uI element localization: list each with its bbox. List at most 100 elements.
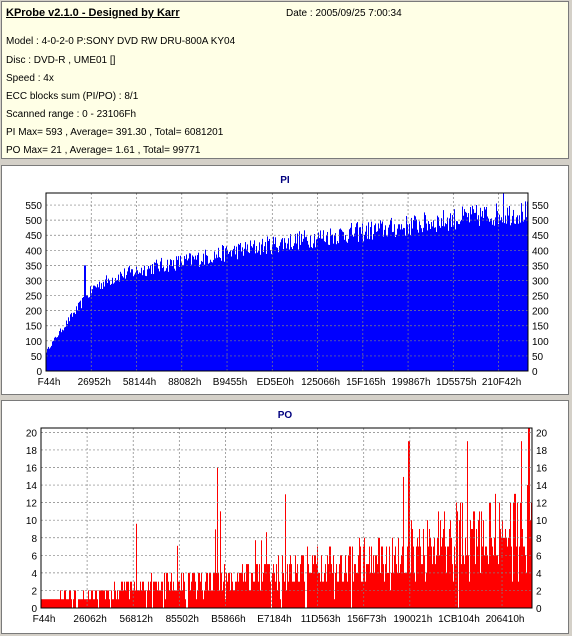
bar <box>177 259 178 371</box>
bar <box>236 581 237 608</box>
chart-title: PO <box>278 410 293 421</box>
bar <box>477 546 478 608</box>
bar <box>508 537 509 608</box>
bar <box>184 256 185 371</box>
bar <box>308 564 309 608</box>
bar <box>137 270 138 371</box>
bar <box>68 599 69 608</box>
bar <box>504 537 505 608</box>
bar <box>440 227 441 371</box>
bar <box>497 555 498 608</box>
bar <box>182 590 183 608</box>
bar <box>502 520 503 608</box>
bar <box>379 537 380 608</box>
bar <box>444 226 445 371</box>
bar <box>439 555 440 608</box>
bar <box>120 271 121 371</box>
bar <box>397 228 398 371</box>
bar <box>366 564 367 608</box>
bar <box>416 546 417 608</box>
bar <box>394 224 395 371</box>
bar <box>98 287 99 371</box>
bar <box>314 555 315 608</box>
bar <box>427 520 428 608</box>
bar <box>169 264 170 371</box>
bar <box>283 249 284 371</box>
bar <box>342 581 343 608</box>
bar <box>381 223 382 371</box>
bar <box>474 511 475 608</box>
bar <box>419 528 420 608</box>
bar <box>469 222 470 371</box>
bar <box>426 223 427 371</box>
bar <box>384 581 385 608</box>
bar <box>425 581 426 608</box>
y-tick-label-right: 16 <box>536 464 548 475</box>
x-tick-label: 1CB104h <box>438 614 480 625</box>
bar <box>300 564 301 608</box>
bar <box>414 215 415 371</box>
bar <box>135 590 136 608</box>
bar <box>432 564 433 608</box>
bar <box>392 537 393 608</box>
bar <box>298 249 299 371</box>
y-tick-label-left: 12 <box>26 499 38 510</box>
bar <box>157 263 158 371</box>
bar <box>286 590 287 608</box>
bar <box>61 599 62 608</box>
bar <box>154 581 155 608</box>
bar <box>86 295 87 371</box>
bar <box>97 599 98 608</box>
bar <box>289 249 290 371</box>
bar <box>55 599 56 608</box>
bar <box>183 264 184 371</box>
bar <box>343 232 344 371</box>
bar <box>255 540 256 608</box>
bar <box>66 320 67 371</box>
bar <box>214 251 215 371</box>
bar <box>386 546 387 608</box>
bar <box>225 599 226 608</box>
bar <box>50 599 51 608</box>
bar <box>320 581 321 608</box>
bar <box>143 581 144 608</box>
bar <box>316 239 317 371</box>
y-tick-label-right: 18 <box>536 446 548 457</box>
bar <box>428 546 429 608</box>
bar <box>220 511 221 608</box>
bar <box>44 599 45 608</box>
bar <box>303 238 304 371</box>
bar <box>516 217 517 371</box>
bar <box>518 223 519 371</box>
bar <box>133 590 134 608</box>
bar <box>425 215 426 371</box>
bar <box>256 564 257 608</box>
x-tick-label: 190021h <box>393 614 432 625</box>
bar <box>463 215 464 371</box>
bar <box>229 251 230 371</box>
bar <box>341 555 342 608</box>
bar <box>366 225 367 371</box>
bar <box>95 590 96 608</box>
bar <box>226 246 227 371</box>
bar <box>148 581 149 608</box>
bar <box>230 590 231 608</box>
bar <box>507 207 508 371</box>
bar <box>116 280 117 371</box>
x-tick-label: B5866h <box>211 614 245 625</box>
bar <box>449 218 450 371</box>
bar <box>122 581 123 608</box>
bar <box>473 209 474 371</box>
bar <box>276 247 277 371</box>
bar <box>104 590 105 608</box>
bar <box>203 253 204 371</box>
bar <box>43 599 44 608</box>
bar <box>256 246 257 371</box>
bar <box>466 555 467 608</box>
bar <box>67 323 68 371</box>
bar <box>441 218 442 371</box>
bar <box>487 216 488 371</box>
bar <box>504 223 505 371</box>
bar <box>57 599 58 608</box>
bar <box>215 258 216 371</box>
